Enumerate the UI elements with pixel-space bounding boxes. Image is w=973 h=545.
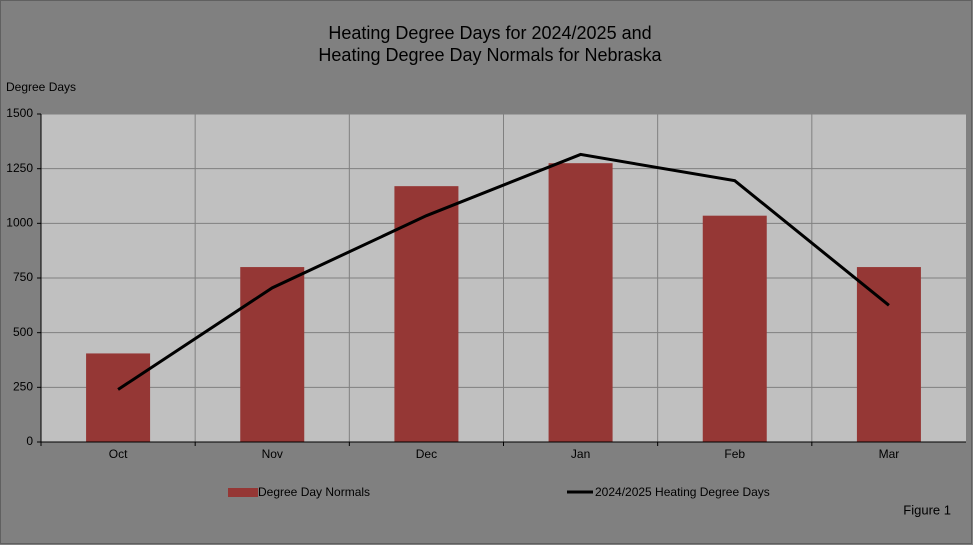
bar [548,163,613,442]
line [117,152,890,391]
x-tick-label: Dec [416,447,437,461]
x-tick-label: Feb [724,447,745,461]
y-tick-label: 0 [26,434,33,448]
x-tick-label: Nov [262,447,283,461]
legend-label: 2024/2025 Heating Degree Days [595,485,770,499]
legend-swatch [228,488,258,497]
figure-note: Figure 1 [903,502,951,517]
x-tick-label: Jan [571,447,590,461]
x-tick-label: Mar [879,447,900,461]
y-tick-label: 1250 [6,161,33,175]
bar [240,267,305,442]
legend-label: Degree Day Normals [258,485,370,499]
y-tick-label: 1000 [6,216,33,230]
bar [86,353,151,442]
y-tick-label: 1500 [6,106,33,120]
bar [702,215,767,442]
y-tick-label: 750 [13,270,33,284]
y-tick-label: 250 [13,380,33,394]
bar [856,267,921,442]
bar [394,186,459,442]
x-tick-label: Oct [109,447,128,461]
y-tick-label: 500 [13,325,33,339]
chart-title: Heating Degree Days for 2024/2025 and [328,23,651,43]
y-axis-label: Degree Days [6,80,76,94]
chart-title: Heating Degree Day Normals for Nebraska [318,45,662,65]
